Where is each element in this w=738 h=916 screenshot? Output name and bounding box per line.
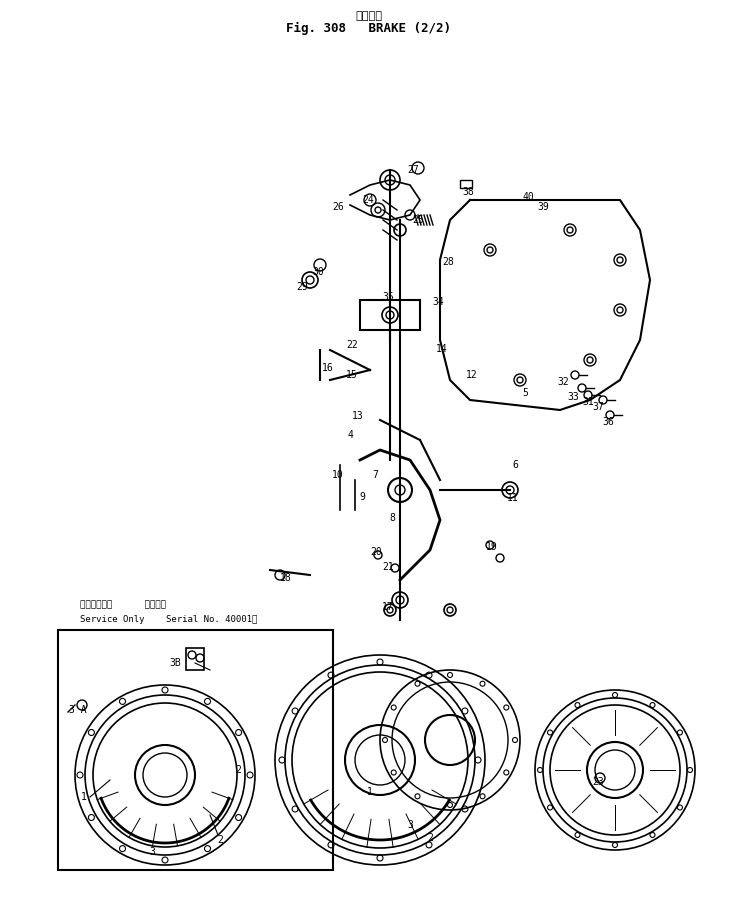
Text: 3: 3 <box>407 820 413 830</box>
Text: 10: 10 <box>332 470 344 480</box>
Text: 1: 1 <box>81 792 87 802</box>
Text: 2: 2 <box>217 835 223 845</box>
Text: 9: 9 <box>359 492 365 502</box>
Text: 14: 14 <box>436 344 448 354</box>
Text: 補給奉用部品      適用号機: 補給奉用部品 適用号機 <box>80 601 166 609</box>
Text: 11: 11 <box>507 493 519 503</box>
Text: 25: 25 <box>412 215 424 225</box>
Text: 2: 2 <box>427 833 433 843</box>
Text: 40: 40 <box>522 192 534 202</box>
Text: 8: 8 <box>389 513 395 523</box>
Text: 17: 17 <box>382 602 394 612</box>
Bar <box>186 648 204 670</box>
Text: 5: 5 <box>522 388 528 398</box>
Text: 2: 2 <box>235 765 241 775</box>
Text: 28: 28 <box>442 257 454 267</box>
Text: 21: 21 <box>382 562 394 572</box>
Text: 3 A: 3 A <box>69 705 87 715</box>
Text: 18: 18 <box>280 573 292 583</box>
Text: 39: 39 <box>537 202 549 212</box>
Text: 33: 33 <box>567 392 579 402</box>
Text: 20: 20 <box>370 547 382 557</box>
Text: 36: 36 <box>602 417 614 427</box>
Text: 24: 24 <box>362 195 374 205</box>
Text: 13: 13 <box>352 411 364 421</box>
Bar <box>460 180 472 188</box>
Text: 34: 34 <box>432 297 444 307</box>
Text: 32: 32 <box>557 377 569 387</box>
Text: 3: 3 <box>149 847 155 857</box>
Text: 3B: 3B <box>169 658 181 668</box>
Text: Fig. 308   BRAKE (2/2): Fig. 308 BRAKE (2/2) <box>286 21 452 35</box>
Text: 26: 26 <box>332 202 344 212</box>
Text: 7: 7 <box>372 470 378 480</box>
Text: 12: 12 <box>466 370 478 380</box>
Bar <box>360 300 420 330</box>
Text: Service Only    Serial No. 40001～: Service Only Serial No. 40001～ <box>80 616 258 625</box>
Text: 6: 6 <box>512 460 518 470</box>
Text: 1: 1 <box>367 787 373 797</box>
Text: 35: 35 <box>382 292 394 302</box>
Text: 15: 15 <box>346 370 358 380</box>
Text: 23: 23 <box>592 777 604 787</box>
Text: 16: 16 <box>322 363 334 373</box>
Text: 19: 19 <box>486 542 498 552</box>
Bar <box>58 630 333 870</box>
Text: 4: 4 <box>347 430 353 440</box>
Text: 27: 27 <box>407 165 419 175</box>
Text: 22: 22 <box>346 340 358 350</box>
Text: 29: 29 <box>296 282 308 292</box>
Text: 30: 30 <box>312 267 324 277</box>
Text: 37: 37 <box>592 402 604 412</box>
Text: 38: 38 <box>462 187 474 197</box>
Text: ブレーキ: ブレーキ <box>356 11 382 21</box>
Text: 31: 31 <box>582 397 594 407</box>
